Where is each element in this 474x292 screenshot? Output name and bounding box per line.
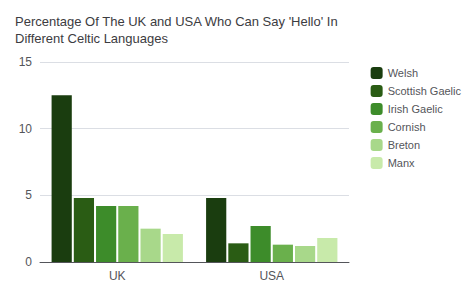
svg-text:Welsh: Welsh xyxy=(388,67,418,79)
svg-text:Manx: Manx xyxy=(388,157,415,169)
svg-text:10: 10 xyxy=(19,122,33,136)
svg-text:Percentage Of The UK and USA W: Percentage Of The UK and USA Who Can Say… xyxy=(15,14,338,29)
svg-text:5: 5 xyxy=(25,188,32,202)
svg-text:Different Celtic Languages: Different Celtic Languages xyxy=(15,31,168,46)
svg-text:Breton: Breton xyxy=(388,139,420,151)
svg-text:15: 15 xyxy=(19,55,33,69)
svg-text:Cornish: Cornish xyxy=(388,121,426,133)
svg-text:0: 0 xyxy=(25,255,32,269)
svg-text:USA: USA xyxy=(259,269,284,283)
svg-text:UK: UK xyxy=(109,269,126,283)
svg-text:Irish Gaelic: Irish Gaelic xyxy=(388,103,444,115)
svg-text:Scottish Gaelic: Scottish Gaelic xyxy=(388,85,462,97)
